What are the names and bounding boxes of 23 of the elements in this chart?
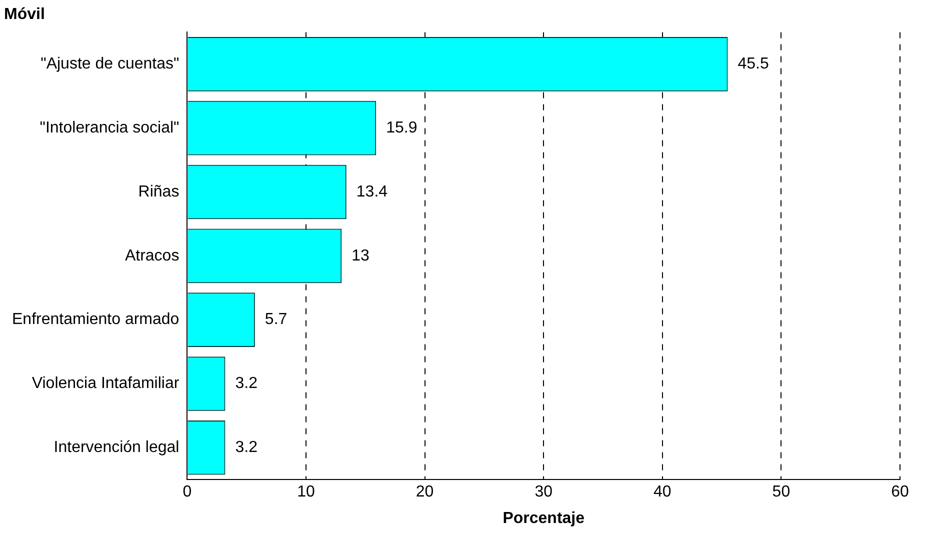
y-tick-label: Violencia Intafamiliar [32,375,180,392]
y-tick-label: "Ajuste de cuentas" [40,56,180,73]
y-tick-label: Intervención legal [54,439,180,456]
data-label: 3.2 [235,439,258,456]
data-label: 15.9 [386,119,418,136]
y-tick-label: Riñas [138,183,180,200]
x-tick-label: 10 [297,484,316,501]
data-label: 13 [352,247,370,264]
x-tick-label: 20 [416,484,434,501]
x-tick-label: 30 [534,484,553,501]
data-label: 5.7 [264,311,288,328]
x-axis-title: Porcentaje [502,510,585,527]
x-tick-label: 0 [182,484,192,501]
x-tick-label: 60 [891,484,909,501]
y-tick-label: Atracos [124,247,180,264]
x-tick-label: 50 [772,484,790,501]
y-tick-label: "Intolerancia social" [40,119,180,136]
data-label: 13.4 [356,183,388,200]
data-label: 45.5 [738,56,769,73]
y-tick-label: Enfrentamiento armado [12,311,180,328]
data-label: 3.2 [235,375,258,392]
x-tick-label: 40 [654,484,672,501]
text: Móvil [4,6,45,24]
